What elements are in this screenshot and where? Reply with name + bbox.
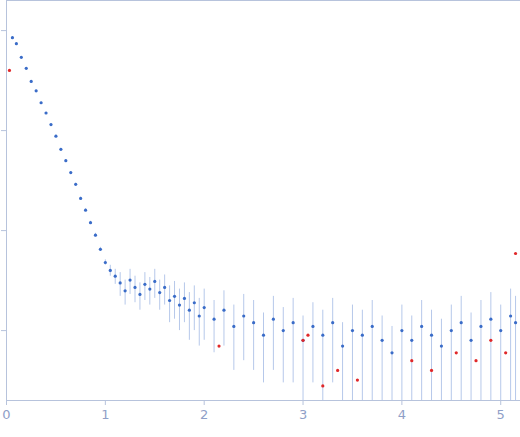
- svg-text:0: 0: [2, 407, 10, 422]
- svg-text:4: 4: [398, 407, 406, 422]
- svg-text:5: 5: [497, 407, 505, 422]
- svg-text:3: 3: [299, 407, 307, 422]
- svg-text:1: 1: [101, 407, 109, 422]
- svg-text:2: 2: [200, 407, 208, 422]
